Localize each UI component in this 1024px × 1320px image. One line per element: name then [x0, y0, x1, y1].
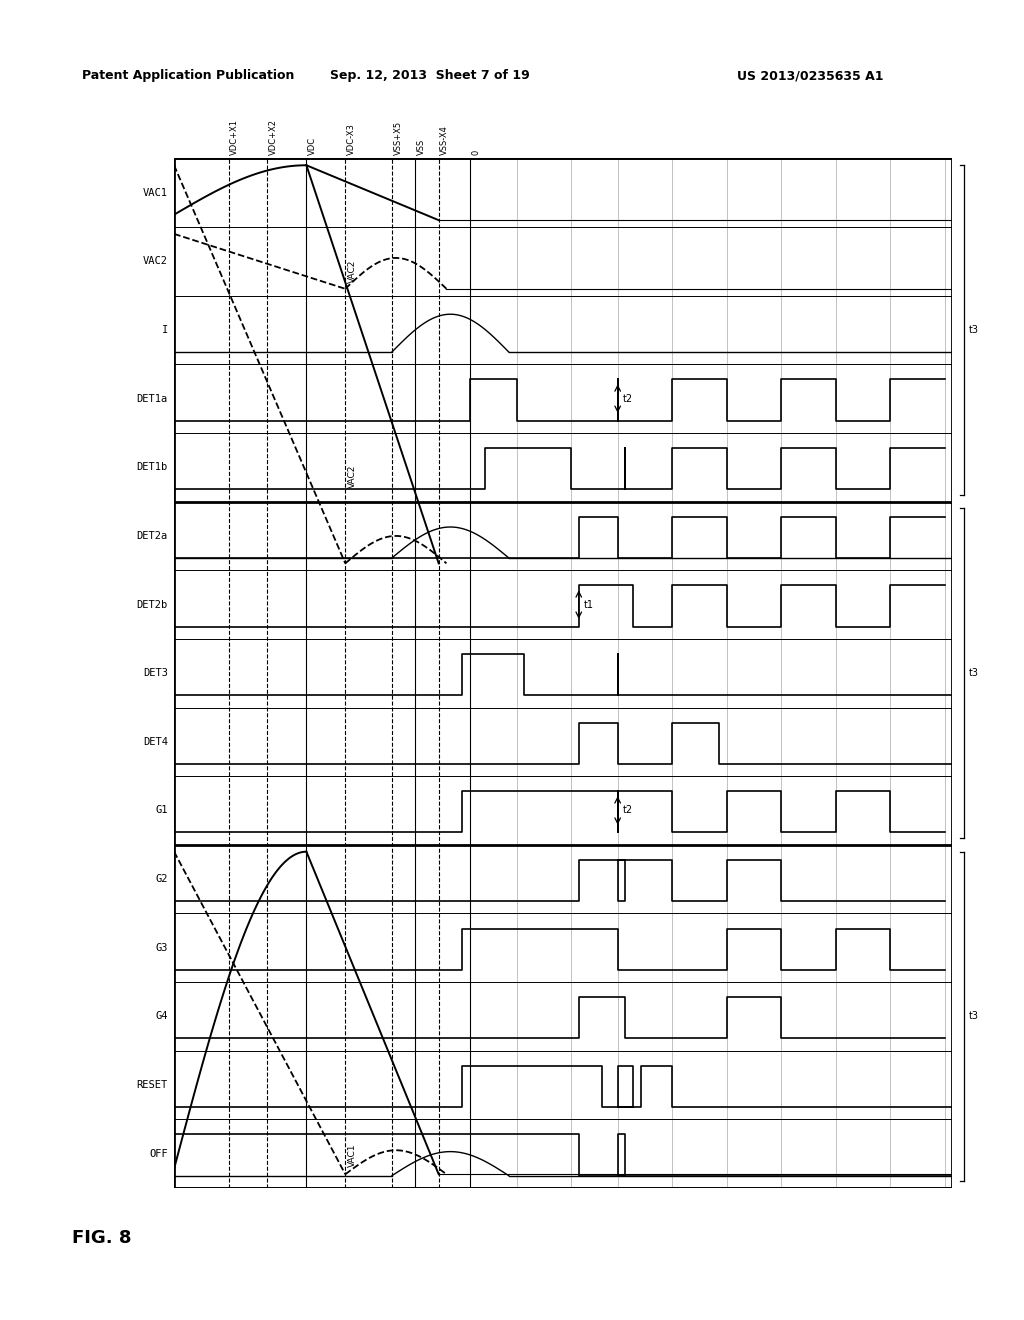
Text: VDC+X2: VDC+X2: [269, 119, 279, 154]
Text: VDC: VDC: [308, 137, 317, 154]
Text: VAC2: VAC2: [143, 256, 168, 267]
Text: VDC-X3: VDC-X3: [347, 123, 356, 154]
Text: t3: t3: [969, 325, 979, 335]
Text: FIG. 8: FIG. 8: [72, 1229, 131, 1247]
Text: VDC+X1: VDC+X1: [230, 119, 240, 154]
Text: G1: G1: [156, 805, 168, 816]
Text: Sep. 12, 2013  Sheet 7 of 19: Sep. 12, 2013 Sheet 7 of 19: [330, 69, 530, 82]
Text: 0: 0: [471, 149, 480, 154]
Text: VAC2: VAC2: [347, 465, 356, 488]
Text: VAC1: VAC1: [143, 187, 168, 198]
Text: VSS: VSS: [417, 139, 426, 154]
Text: DET1a: DET1a: [136, 393, 168, 404]
Text: G2: G2: [156, 874, 168, 884]
Text: RESET: RESET: [136, 1080, 168, 1090]
Text: t2: t2: [624, 805, 633, 816]
Text: VAC1: VAC1: [347, 1144, 356, 1167]
Text: DET3: DET3: [143, 668, 168, 678]
Text: G4: G4: [156, 1011, 168, 1022]
Text: t2: t2: [624, 393, 633, 404]
Text: US 2013/0235635 A1: US 2013/0235635 A1: [737, 69, 884, 82]
Text: VAC2: VAC2: [347, 260, 356, 284]
Text: OFF: OFF: [150, 1148, 168, 1159]
Text: t3: t3: [969, 668, 979, 678]
Text: VSS+X5: VSS+X5: [393, 121, 402, 154]
Text: DET1b: DET1b: [136, 462, 168, 473]
Text: G3: G3: [156, 942, 168, 953]
Text: Patent Application Publication: Patent Application Publication: [82, 69, 294, 82]
Text: I: I: [162, 325, 168, 335]
Text: t3: t3: [969, 1011, 979, 1022]
Text: VSS-X4: VSS-X4: [440, 125, 450, 154]
Text: DET4: DET4: [143, 737, 168, 747]
Text: t1: t1: [585, 599, 594, 610]
Text: DET2a: DET2a: [136, 531, 168, 541]
Text: DET2b: DET2b: [136, 599, 168, 610]
